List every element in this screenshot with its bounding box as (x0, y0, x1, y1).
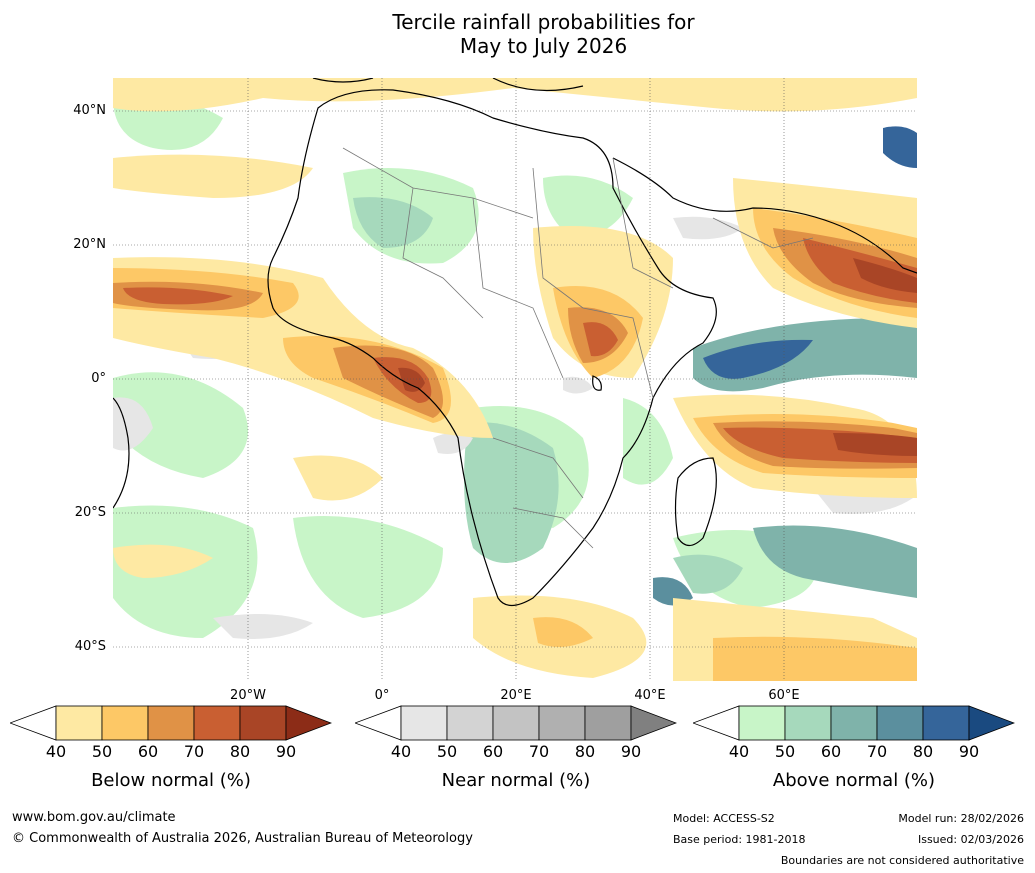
colorbar-swatch (538, 705, 586, 741)
colorbar-swatch (193, 705, 241, 741)
lat-label-20n: 20°N (73, 237, 106, 252)
colorbar-swatch (876, 705, 924, 741)
colorbar-swatch (691, 705, 740, 741)
colorbar-swatch (101, 705, 149, 741)
lon-label-20e: 20°E (500, 688, 532, 703)
footer-issued: Issued: 02/03/2026 (917, 833, 1024, 846)
lat-label-40s: 40°S (74, 639, 106, 654)
colorbar-tick: 40 (390, 742, 412, 761)
colorbar-tick: 90 (958, 742, 980, 761)
colorbar-below-normal-svg (8, 705, 333, 741)
colorbar-swatch (147, 705, 195, 741)
footer-copyright: © Commonwealth of Australia 2026, Austra… (12, 831, 473, 846)
gridlines (113, 78, 917, 681)
rainfall-probability-map (113, 78, 917, 681)
above-normal-strong (653, 126, 917, 606)
colorbar-tick: 90 (275, 742, 297, 761)
lon-label-40e: 40°E (634, 688, 666, 703)
colorbar-near-normal-svg (353, 705, 678, 741)
colorbar-swatch (353, 705, 402, 741)
lon-label-20w: 20°W (230, 688, 266, 703)
colorbar-tick: 40 (728, 742, 750, 761)
colorbar-swatch (285, 705, 333, 741)
colorbar-swatch (584, 705, 632, 741)
colorbar-swatch (8, 705, 57, 741)
footer-website: www.bom.gov.au/climate (12, 810, 176, 825)
lon-label-60e: 60°E (768, 688, 800, 703)
map-title: Tercile rainfall probabilities for May t… (0, 10, 1035, 58)
title-line-1: Tercile rainfall probabilities for (392, 10, 695, 34)
colorbar-tick: 80 (229, 742, 251, 761)
colorbar-swatch (738, 705, 786, 741)
colorbar-caption-near: Near normal (%) (441, 770, 591, 791)
footer-base-period: Base period: 1981-2018 (673, 833, 806, 846)
colorbar-swatch (784, 705, 832, 741)
colorbar-swatch (492, 705, 540, 741)
colorbar-caption-above: Above normal (%) (772, 770, 936, 791)
colorbar-tick: 50 (774, 742, 796, 761)
above-normal-mid (353, 197, 743, 594)
colorbar-tick: 90 (620, 742, 642, 761)
colorbar-swatch (239, 705, 287, 741)
colorbar-caption-below: Below normal (%) (91, 770, 251, 791)
colorbar-below-normal: 40 50 60 70 80 90 Below normal (%) (8, 704, 333, 791)
colorbar-swatch (830, 705, 878, 741)
colorbar-swatch (55, 705, 103, 741)
footer-model: Model: ACCESS-S2 (673, 812, 775, 825)
colorbar-tick: 60 (137, 742, 159, 761)
colorbar-tick: 80 (912, 742, 934, 761)
map-svg (113, 78, 917, 681)
colorbar-swatch (446, 705, 494, 741)
colorbar-tick: 40 (45, 742, 67, 761)
colorbar-tick: 70 (183, 742, 205, 761)
colorbar-tick: 60 (820, 742, 842, 761)
colorbar-swatch (630, 705, 678, 741)
colorbar-tick: 80 (574, 742, 596, 761)
country-boundaries (342, 147, 814, 549)
colorbar-tick: 50 (91, 742, 113, 761)
coastlines (113, 78, 917, 607)
colorbar-swatch (400, 705, 448, 741)
lon-label-0: 0° (374, 688, 390, 703)
below-normal-extreme (398, 258, 917, 456)
colorbar-tick: 70 (866, 742, 888, 761)
colorbar-swatch (922, 705, 970, 741)
colorbar-tick: 70 (528, 742, 550, 761)
footer-disclaimer: Boundaries are not considered authoritat… (780, 854, 1024, 867)
colorbar-tick: 50 (436, 742, 458, 761)
lat-label-0: 0° (91, 371, 106, 386)
colorbar-swatch (968, 705, 1016, 741)
colorbar-above-normal-svg (691, 705, 1016, 741)
colorbar-near-normal: 40 50 60 70 80 90 Near normal (%) (353, 704, 678, 791)
colorbar-tick: 60 (482, 742, 504, 761)
footer-model-run: Model run: 28/02/2026 (898, 812, 1024, 825)
lat-label-20s: 20°S (74, 505, 106, 520)
title-line-2: May to July 2026 (459, 34, 628, 58)
lat-label-40n: 40°N (73, 103, 106, 118)
colorbar-above-normal: 40 50 60 70 80 90 Above normal (%) (691, 704, 1016, 791)
